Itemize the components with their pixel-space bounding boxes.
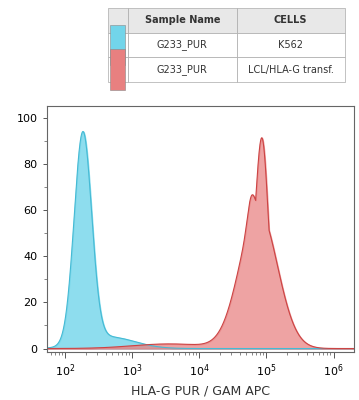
Bar bbox=[128, 33, 237, 57]
Text: G233_PUR: G233_PUR bbox=[157, 40, 208, 50]
Text: Sample Name: Sample Name bbox=[145, 15, 220, 25]
Bar bbox=[108, 57, 128, 82]
Bar bbox=[237, 33, 345, 57]
Bar bbox=[128, 57, 237, 82]
Bar bbox=[110, 49, 126, 90]
Bar bbox=[237, 8, 345, 33]
Text: LCL/HLA-G transf.: LCL/HLA-G transf. bbox=[248, 65, 334, 75]
Bar bbox=[237, 57, 345, 82]
Text: G233_PUR: G233_PUR bbox=[157, 64, 208, 75]
X-axis label: HLA-G PUR / GAM APC: HLA-G PUR / GAM APC bbox=[131, 384, 270, 398]
Bar bbox=[110, 25, 126, 65]
Bar bbox=[108, 8, 128, 33]
Bar bbox=[108, 33, 128, 57]
Text: K562: K562 bbox=[278, 40, 303, 50]
Text: CELLS: CELLS bbox=[274, 15, 308, 25]
Bar bbox=[128, 8, 237, 33]
